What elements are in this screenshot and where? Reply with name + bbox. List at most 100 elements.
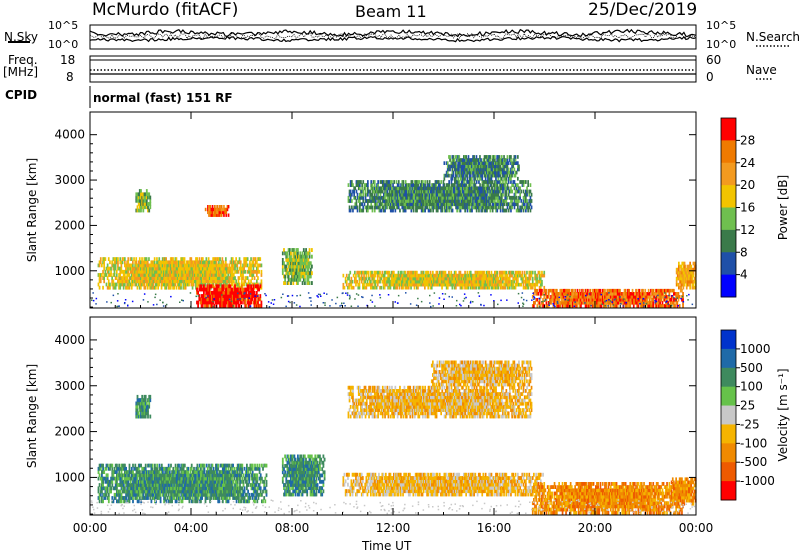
power-cell (216, 273, 219, 277)
power-cell (390, 279, 393, 284)
power-cell (502, 205, 504, 210)
power-cell (395, 205, 398, 210)
power-cell (529, 285, 532, 290)
power-cell (489, 195, 492, 200)
power-cell (618, 298, 620, 302)
power-cell (375, 186, 377, 191)
power-cell (220, 210, 223, 215)
power-cell (402, 282, 404, 287)
power-cell (161, 263, 164, 268)
power-cell (668, 304, 671, 308)
power-cell (364, 279, 366, 284)
power-cell (605, 304, 607, 308)
power-cell (157, 266, 159, 271)
power-cell (182, 276, 185, 280)
power-cell (480, 173, 482, 178)
power-cell (482, 273, 485, 278)
power-cell (252, 300, 255, 305)
power-cell (129, 266, 132, 271)
power-cell (204, 266, 206, 271)
power-cell (205, 300, 208, 305)
power-cell (286, 281, 289, 285)
power-cell (260, 300, 263, 305)
power-cell (504, 285, 506, 290)
power-cell (207, 297, 210, 302)
power-cell (521, 273, 524, 278)
power-cell (481, 176, 484, 181)
power-cell (599, 301, 602, 305)
power-cell (464, 282, 466, 287)
power-cell (286, 251, 289, 256)
power-cell (604, 288, 606, 293)
power-cell (425, 270, 427, 275)
power-cell (106, 266, 109, 271)
power-cell (446, 285, 449, 290)
power-cell (578, 304, 581, 308)
power-cell (553, 295, 556, 299)
power-cell (200, 287, 203, 292)
power-cell (353, 205, 355, 210)
power-cell (616, 295, 619, 299)
power-cell (174, 269, 177, 274)
power-cell (492, 164, 495, 169)
power-cell (174, 263, 177, 268)
power-cell (483, 189, 486, 194)
power-cell (501, 202, 503, 207)
power-cell (414, 186, 416, 191)
power-cell (208, 294, 211, 298)
power-cell (215, 276, 218, 280)
power-cell (142, 279, 144, 284)
power-cell (537, 292, 540, 296)
power-cell (172, 263, 174, 268)
power-cell (369, 192, 371, 197)
power-cell (462, 205, 464, 210)
power-cell (494, 189, 496, 194)
power-cell (498, 183, 501, 187)
power-cell (684, 276, 687, 281)
power-cell (683, 273, 686, 278)
power-cell (195, 263, 197, 268)
power-cell (412, 189, 415, 194)
power-cell (638, 301, 641, 305)
power-cell (442, 276, 445, 281)
power-cell (220, 260, 223, 265)
power-cell (412, 208, 415, 213)
power-cell (608, 295, 611, 299)
power-cell (515, 279, 518, 284)
power-cell (291, 261, 293, 266)
power-cell (576, 292, 579, 296)
power-cell (219, 266, 221, 271)
power-cell (158, 263, 161, 268)
power-cell (460, 164, 463, 169)
power-cell (584, 292, 587, 296)
power-cell (476, 186, 479, 191)
power-cell (456, 199, 458, 203)
power-cell (468, 180, 471, 184)
power-cell (538, 279, 541, 284)
power-cell (449, 279, 451, 284)
power-cell (474, 199, 477, 203)
power-cell (129, 269, 132, 274)
power-cell (379, 285, 381, 290)
power-cell (577, 301, 580, 305)
power-cell (455, 199, 457, 203)
power-cell (199, 284, 202, 289)
power-cell (156, 273, 158, 277)
power-cell (246, 263, 249, 268)
power-cell (488, 161, 490, 165)
power-cell (375, 189, 377, 194)
power-cell (357, 270, 360, 275)
power-cell (386, 180, 389, 184)
power-cell (525, 276, 527, 281)
power-cell (211, 284, 213, 289)
power-cell (443, 202, 446, 207)
power-cell (562, 298, 565, 302)
power-cell (366, 270, 369, 275)
power-cell (661, 288, 664, 293)
power-cell (197, 263, 200, 268)
power-cell (389, 195, 392, 200)
power-cell (486, 164, 488, 169)
power-cell (251, 297, 254, 302)
power-cell (436, 189, 439, 194)
power-cell (363, 276, 365, 281)
